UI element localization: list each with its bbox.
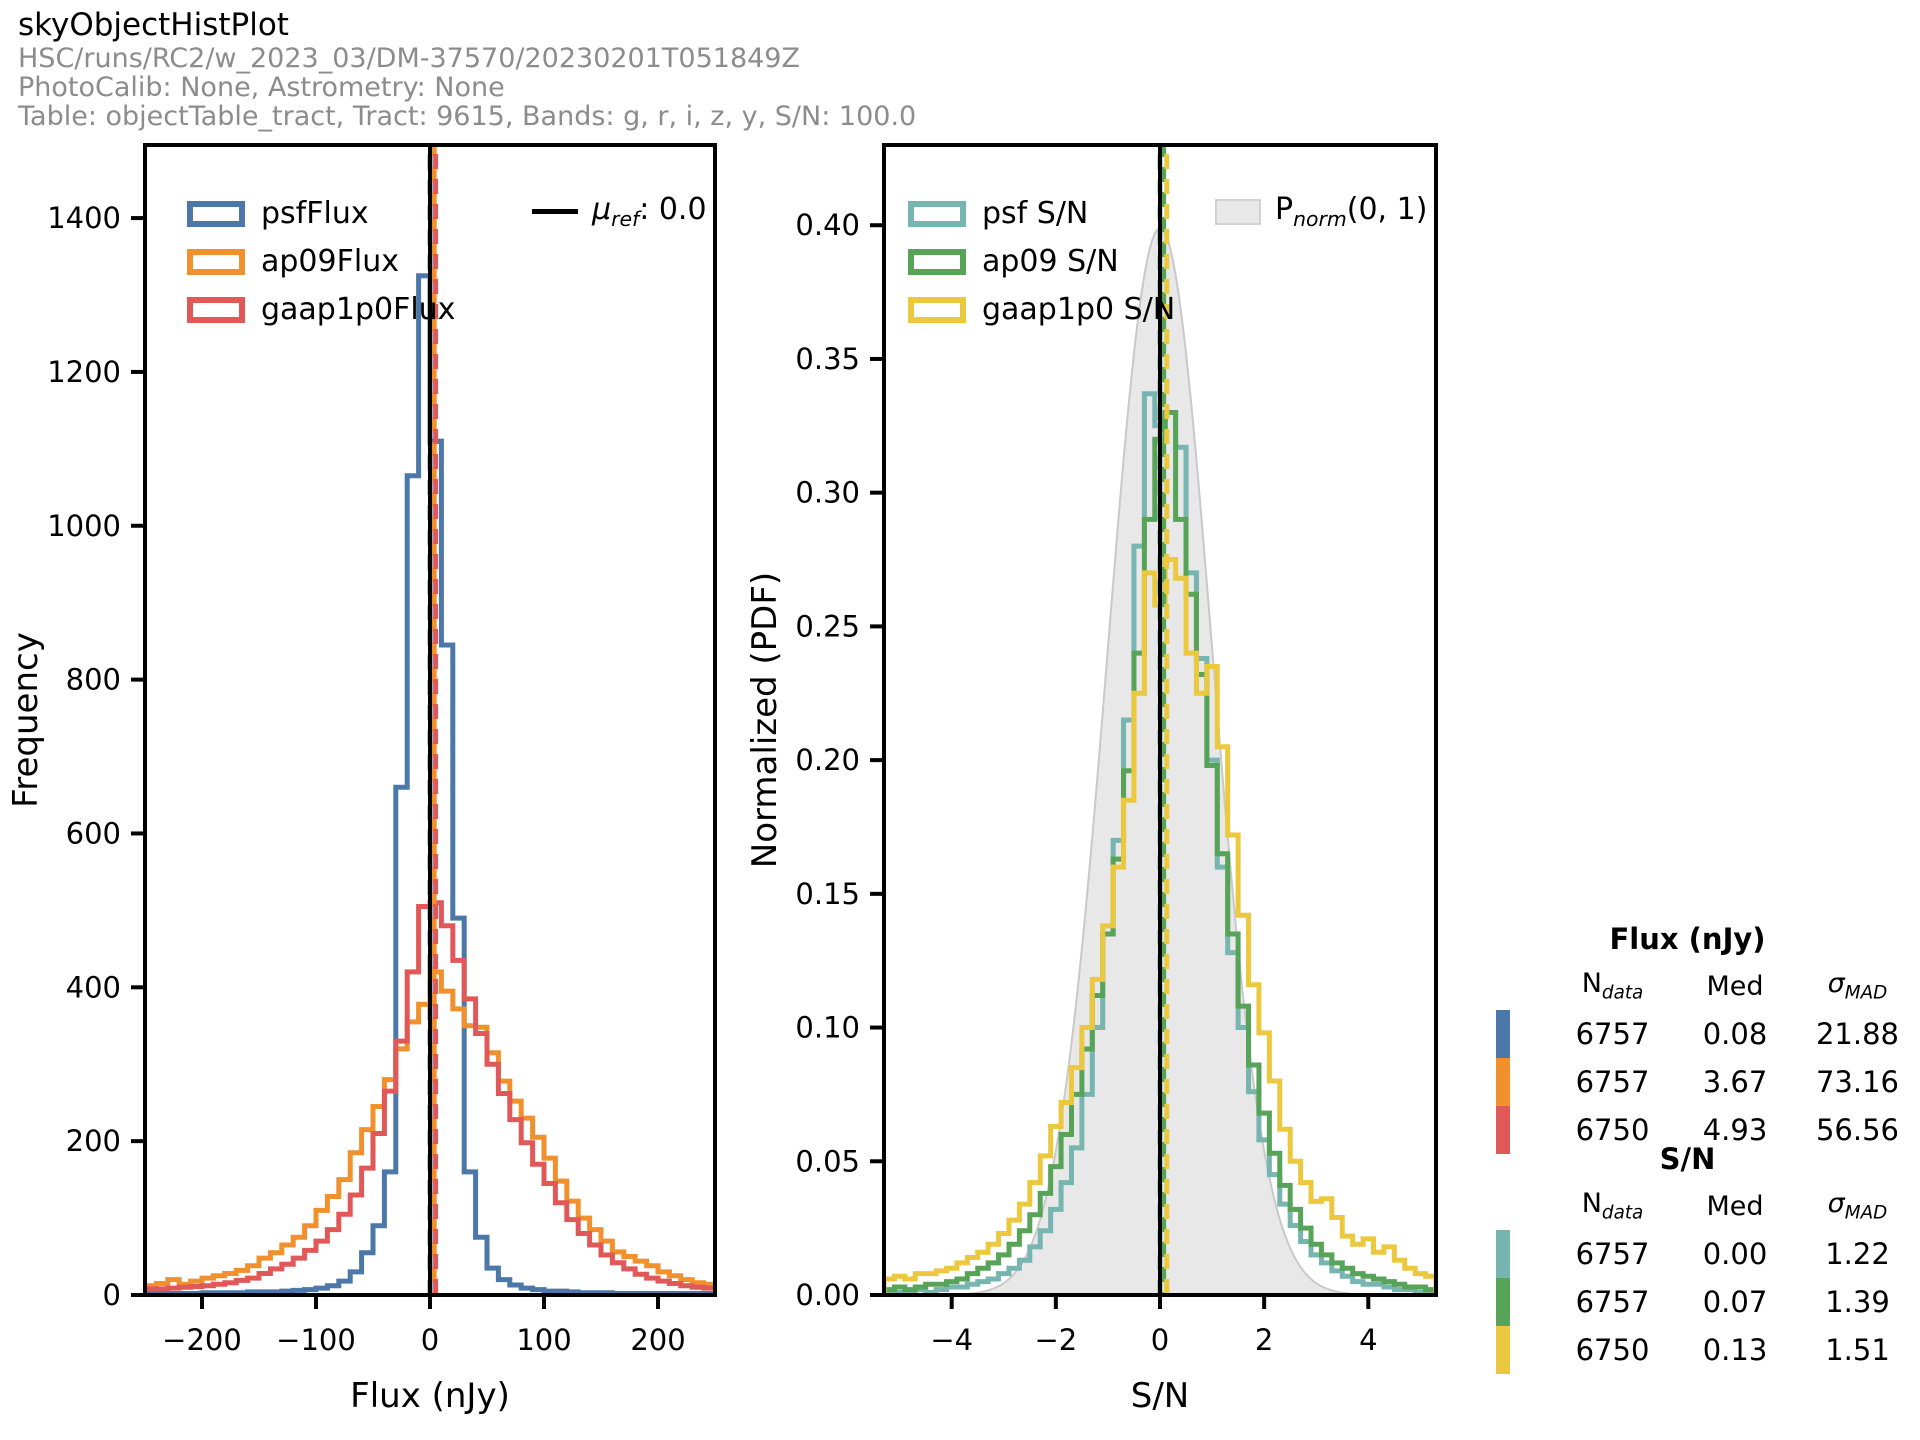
calibration-line: PhotoCalib: None, Astrometry: None bbox=[18, 72, 505, 103]
y-tick-label: 0 bbox=[103, 1278, 121, 1312]
y-tick-label: 0.20 bbox=[795, 743, 860, 777]
y-tick-label: 800 bbox=[66, 663, 121, 697]
legend-item-gaap1p0-sn: gaap1p0 S/N bbox=[908, 292, 1175, 327]
pnorm-legend: Pnorm(0, 1) bbox=[1215, 192, 1427, 231]
y-tick-label: 200 bbox=[66, 1124, 121, 1158]
psfflux-swatch-icon bbox=[187, 200, 245, 227]
x-tick-label: −100 bbox=[276, 1323, 356, 1357]
legend-label: ap09 S/N bbox=[982, 244, 1119, 279]
y-tick-label: 400 bbox=[66, 970, 121, 1004]
ap09-sn-swatch-icon bbox=[1495, 1278, 1510, 1326]
psf-sn-swatch-icon bbox=[908, 200, 966, 227]
reference-line-icon bbox=[532, 209, 578, 214]
table-row: 6757 3.67 73.16 bbox=[1455, 1058, 1920, 1106]
gaap1p0-sn-swatch-icon bbox=[1495, 1326, 1510, 1374]
x-tick-label: −2 bbox=[1034, 1323, 1077, 1357]
legend-label: psf S/N bbox=[982, 196, 1089, 231]
gaap1p0flux-swatch-icon bbox=[187, 296, 245, 323]
left-y-axis-label: Frequency bbox=[6, 632, 46, 808]
y-tick-label: 0.40 bbox=[795, 208, 860, 242]
x-tick-label: 2 bbox=[1255, 1323, 1273, 1357]
page-title: skyObjectHistPlot bbox=[18, 7, 289, 43]
x-tick-label: 200 bbox=[630, 1323, 685, 1357]
x-tick-label: 100 bbox=[516, 1323, 571, 1357]
table-row: 6750 0.13 1.51 bbox=[1455, 1326, 1920, 1374]
col-sigma-mad: σMAD bbox=[1827, 968, 1888, 1004]
left-plot: −200 −100 0 100 200 0 200 400 600 800 1000 1200 1400… bbox=[6, 143, 717, 1416]
gaap1p0-sn-swatch-icon bbox=[908, 296, 966, 323]
legend-label: ap09Flux bbox=[261, 244, 399, 279]
right-plot: −4 −2 0 2 4 0.00 0.05 0.10 0.15 0.20 0.25 0.30 0.35 0… bbox=[745, 143, 1438, 1416]
table-row: 6750 4.93 56.56 bbox=[1455, 1106, 1920, 1154]
legend-label: psfFlux bbox=[261, 196, 369, 231]
right-y-axis-label: Normalized (PDF) bbox=[745, 572, 785, 868]
x-tick-label: 0 bbox=[421, 1323, 439, 1357]
flux-legend: psfFlux ap09Flux gaap1p0Flux bbox=[187, 196, 455, 327]
y-tick-label: 0.30 bbox=[795, 476, 860, 510]
mu-ref-label: μref: 0.0 bbox=[592, 192, 707, 231]
flux-stats-title: Flux (nJy) bbox=[1609, 922, 1766, 956]
y-tick-label: 0.05 bbox=[795, 1144, 860, 1178]
run-collection-line: HSC/runs/RC2/w_2023_03/DM-37570/20230201… bbox=[18, 43, 800, 74]
table-info-line: Table: objectTable_tract, Tract: 9615, B… bbox=[18, 101, 917, 132]
sn-stats-title: S/N bbox=[1659, 1142, 1716, 1176]
psfflux-swatch-icon bbox=[1495, 1010, 1510, 1058]
psf-sn-swatch-icon bbox=[1495, 1230, 1510, 1278]
legend-item-psf-sn: psf S/N bbox=[908, 196, 1175, 231]
y-tick-label: 0.15 bbox=[795, 877, 860, 911]
figure-header: skyObjectHistPlot HSC/runs/RC2/w_2023_03… bbox=[18, 6, 916, 131]
legend-label: gaap1p0 S/N bbox=[982, 292, 1176, 327]
left-x-axis-label: Flux (nJy) bbox=[350, 1376, 510, 1416]
y-tick-label: 1200 bbox=[47, 355, 121, 389]
x-tick-label: −4 bbox=[930, 1323, 973, 1357]
col-ndata: Ndata bbox=[1581, 1188, 1644, 1224]
legend-item-gaap1p0flux: gaap1p0Flux bbox=[187, 292, 455, 327]
x-tick-label: −200 bbox=[162, 1323, 242, 1357]
col-ndata: Ndata bbox=[1581, 968, 1644, 1004]
pnorm-label: Pnorm(0, 1) bbox=[1275, 192, 1428, 231]
series-psfflux bbox=[145, 273, 715, 1295]
ap09flux-swatch-icon bbox=[187, 248, 245, 275]
ap09flux-swatch-icon bbox=[1495, 1058, 1510, 1106]
flux-stats-table: Flux (nJy) Ndata Med σMAD 6757 0.08 21.8… bbox=[1455, 916, 1920, 1154]
y-tick-label: 0.00 bbox=[795, 1278, 860, 1312]
table-row: 6757 0.08 21.88 bbox=[1455, 1010, 1920, 1058]
y-tick-label: 0.25 bbox=[795, 609, 860, 643]
y-tick-label: 0.35 bbox=[795, 342, 860, 376]
sn-stats-table: S/N Ndata Med σMAD 6757 0.00 1.22 6757 0… bbox=[1455, 1136, 1920, 1374]
col-sigma-mad: σMAD bbox=[1827, 1188, 1888, 1224]
ap09-sn-swatch-icon bbox=[908, 248, 966, 275]
y-tick-label: 0.10 bbox=[795, 1011, 860, 1045]
col-med: Med bbox=[1706, 970, 1764, 1002]
normal-pdf-swatch-icon bbox=[1215, 198, 1261, 225]
mu-ref-legend: μref: 0.0 bbox=[532, 192, 707, 231]
x-tick-label: 0 bbox=[1151, 1323, 1169, 1357]
right-x-axis-label: S/N bbox=[1131, 1376, 1189, 1416]
legend-label: gaap1p0Flux bbox=[261, 292, 456, 327]
table-row: 6757 0.00 1.22 bbox=[1455, 1230, 1920, 1278]
sn-legend: psf S/N ap09 S/N gaap1p0 S/N bbox=[908, 196, 1175, 327]
gaap1p0flux-swatch-icon bbox=[1495, 1106, 1510, 1154]
y-tick-label: 1400 bbox=[47, 201, 121, 235]
legend-item-psfflux: psfFlux bbox=[187, 196, 455, 231]
flux-stats-header: Ndata Med σMAD bbox=[1455, 962, 1920, 1010]
col-med: Med bbox=[1706, 1190, 1764, 1222]
table-row: 6757 0.07 1.39 bbox=[1455, 1278, 1920, 1326]
legend-item-ap09flux: ap09Flux bbox=[187, 244, 455, 279]
y-tick-label: 600 bbox=[66, 816, 121, 850]
x-tick-label: 4 bbox=[1359, 1323, 1377, 1357]
sn-stats-header: Ndata Med σMAD bbox=[1455, 1182, 1920, 1230]
legend-item-ap09-sn: ap09 S/N bbox=[908, 244, 1175, 279]
y-tick-label: 1000 bbox=[47, 509, 121, 543]
